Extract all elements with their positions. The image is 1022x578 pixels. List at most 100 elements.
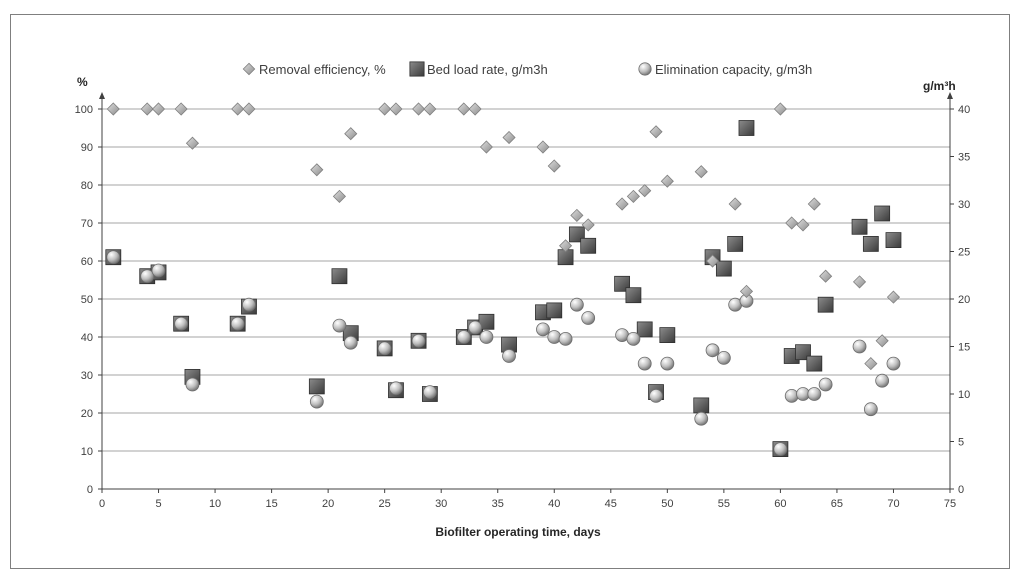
diamond-point — [807, 197, 821, 211]
diamond-point — [615, 197, 629, 211]
square-point — [817, 296, 834, 313]
diamond-point — [785, 216, 799, 230]
x-tick-label: 50 — [661, 498, 673, 510]
square-point — [715, 260, 732, 277]
diamond-point — [875, 334, 889, 348]
x-tick-label: 75 — [944, 498, 956, 510]
circle-point — [230, 316, 245, 331]
x-tick-label: 10 — [209, 498, 221, 510]
square-point — [636, 321, 653, 338]
square-point — [885, 232, 902, 249]
x-tick-label: 45 — [605, 498, 617, 510]
square-point — [862, 235, 879, 252]
circle-point — [468, 320, 483, 335]
gridlines — [102, 108, 950, 452]
circle-point — [705, 343, 720, 358]
diamond-point — [378, 102, 392, 116]
diamond-point — [796, 218, 810, 232]
diamond-point — [638, 184, 652, 198]
circle-point — [637, 356, 652, 371]
y-left-arrow — [99, 92, 105, 99]
diamond-point — [140, 102, 154, 116]
circle-point — [106, 250, 121, 265]
diamond-point — [502, 130, 516, 145]
x-tick-label: 60 — [774, 498, 786, 510]
y-right-tick-label: 15 — [958, 342, 970, 354]
circle-point — [174, 316, 189, 331]
circle-point — [151, 263, 166, 278]
legend-label: Removal efficiency, % — [259, 62, 386, 77]
circle-point — [569, 297, 584, 312]
circle-point — [140, 269, 155, 284]
diamond-point — [479, 140, 493, 154]
x-tick-label: 35 — [492, 498, 504, 510]
circle-point — [343, 335, 358, 350]
x-tick-label: 20 — [322, 498, 334, 510]
diamond-point — [852, 275, 867, 289]
circle-point — [185, 377, 200, 392]
square-point — [851, 218, 868, 235]
y-right-tick-label: 40 — [958, 104, 970, 116]
circle-point — [660, 356, 675, 371]
circle-point — [536, 322, 550, 337]
y-right-tick-label: 35 — [958, 152, 970, 164]
circle-point — [818, 377, 833, 392]
y-right-tick-label: 25 — [958, 247, 970, 259]
square-point — [625, 287, 642, 304]
legend: Removal efficiency, % Bed load rate, g/m3… — [242, 61, 812, 77]
legend-label: Elimination capacity, g/m3h — [655, 62, 812, 77]
diamond-point — [231, 102, 245, 116]
x-axis-ticks: 0 5 10 15 20 25 30 35 40 45 50 55 60 65 70 75 — [99, 489, 956, 510]
diamond-point — [705, 254, 720, 268]
circle-point — [886, 356, 901, 371]
y-left-unit: % — [77, 75, 88, 89]
square-point — [727, 235, 744, 252]
square-point — [580, 237, 597, 254]
y-left-tick-label: 50 — [81, 294, 93, 306]
y-left-tick-label: 0 — [87, 484, 93, 496]
y-left-axis-ticks: 0 10 20 30 40 50 60 70 80 90 100 — [75, 104, 102, 496]
square-point — [874, 205, 891, 222]
circle-point — [649, 388, 663, 403]
x-axis-label: Biofilter operating time, days — [435, 525, 601, 539]
x-tick-label: 0 — [99, 498, 105, 510]
series-circle — [106, 250, 901, 457]
diamond-point — [626, 189, 640, 203]
circle-point — [411, 333, 426, 348]
series-diamond — [106, 102, 901, 371]
diamond-point — [536, 140, 550, 154]
diamond-point — [728, 197, 742, 211]
y-left-tick-label: 10 — [81, 446, 93, 458]
circle-point — [852, 339, 867, 354]
circle-point — [626, 331, 641, 346]
circle-point — [456, 330, 471, 344]
diamond-point — [819, 269, 833, 283]
y-right-arrow — [947, 92, 953, 99]
x-tick-label: 5 — [155, 498, 161, 510]
diamond-point — [457, 102, 471, 116]
diamond-point — [151, 102, 166, 116]
y-left-tick-label: 70 — [81, 218, 93, 230]
circle-point — [863, 402, 878, 417]
circle-point — [242, 297, 256, 312]
x-tick-label: 25 — [379, 498, 391, 510]
legend-label: Bed load rate, g/m3h — [427, 62, 548, 77]
circle-point — [422, 385, 437, 400]
diamond-point — [106, 102, 120, 116]
diamond-point — [344, 127, 358, 141]
square-point — [331, 268, 348, 285]
diamond-point — [660, 174, 674, 188]
y-right-unit: g/m³h — [923, 79, 956, 93]
y-left-tick-label: 100 — [75, 104, 93, 116]
square-point — [659, 327, 676, 344]
diamond-point — [468, 102, 482, 116]
circle-point — [479, 330, 494, 344]
y-left-tick-label: 90 — [81, 142, 93, 154]
circle-point — [502, 349, 516, 363]
diamond-point — [185, 136, 200, 150]
y-right-tick-label: 30 — [958, 199, 970, 211]
circle-point — [875, 373, 890, 388]
y-left-tick-label: 40 — [81, 332, 93, 344]
circle-point — [694, 411, 709, 426]
x-tick-label: 40 — [548, 498, 560, 510]
